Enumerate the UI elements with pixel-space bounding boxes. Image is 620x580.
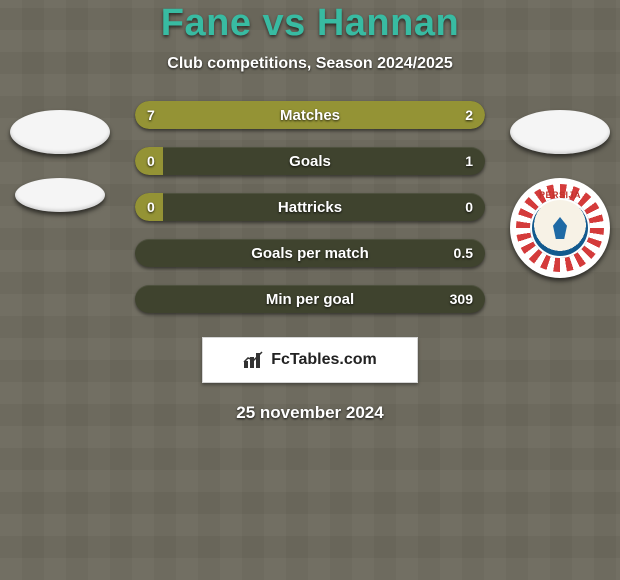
stat-rows: 72Matches01Goals00Hattricks0.5Goals per …	[135, 101, 485, 313]
brand-text: FcTables.com	[271, 351, 377, 369]
stat-label: Hattricks	[135, 193, 485, 221]
stat-fill-left	[135, 101, 394, 129]
left-player-placeholder	[10, 110, 110, 154]
stat-fill-right	[394, 101, 485, 129]
stat-fill-left	[135, 147, 163, 175]
comparison-card: Fane vs Hannan Club competitions, Season…	[0, 0, 620, 580]
stat-label: Goals	[135, 147, 485, 175]
club-badge-name: PERSIJA	[539, 190, 581, 200]
stat-row: 01Goals	[135, 147, 485, 175]
left-player-badges	[10, 110, 110, 212]
stat-label: Goals per match	[135, 239, 485, 267]
right-club-badge: PERSIJA	[510, 178, 610, 278]
stat-row: 309Min per goal	[135, 285, 485, 313]
stat-value-right: 1	[465, 147, 473, 175]
brand-box: FcTables.com	[202, 337, 418, 383]
left-club-placeholder	[15, 178, 105, 212]
stat-fill-left	[135, 193, 163, 221]
date-text: 25 november 2024	[236, 403, 383, 423]
right-player-placeholder	[510, 110, 610, 154]
bars-icon	[243, 351, 265, 369]
stat-row: 72Matches	[135, 101, 485, 129]
right-player-badges: PERSIJA	[510, 110, 610, 278]
page-subtitle: Club competitions, Season 2024/2025	[167, 55, 452, 73]
stat-row: 00Hattricks	[135, 193, 485, 221]
stat-value-right: 0.5	[454, 239, 473, 267]
stat-label: Min per goal	[135, 285, 485, 313]
page-title: Fane vs Hannan	[161, 2, 459, 45]
stat-row: 0.5Goals per match	[135, 239, 485, 267]
stat-value-right: 0	[465, 193, 473, 221]
stat-value-right: 309	[450, 285, 473, 313]
